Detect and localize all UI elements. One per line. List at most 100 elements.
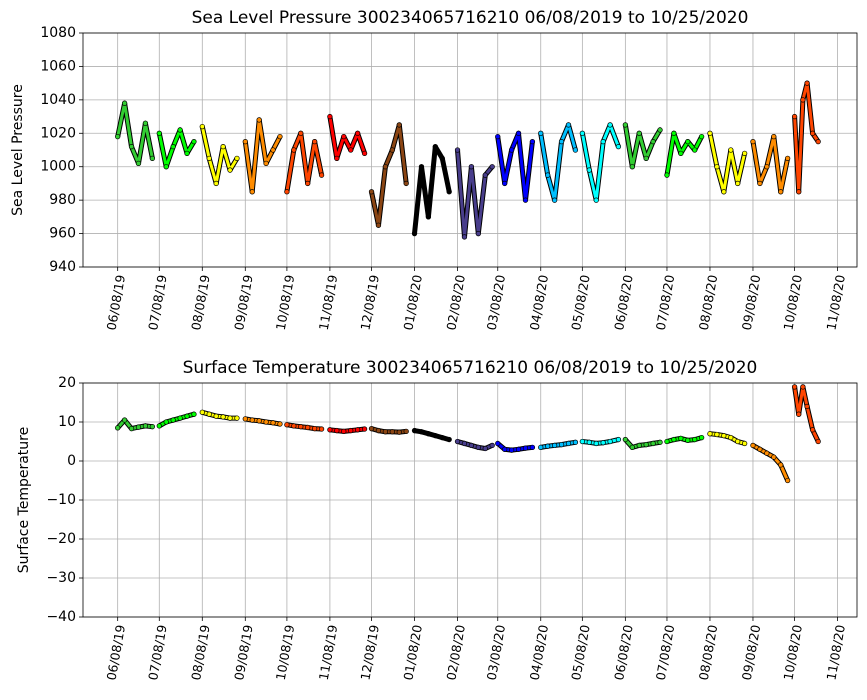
data-point: [327, 427, 333, 433]
x-tick-label: 07/08/20: [653, 273, 678, 331]
data-point: [184, 150, 190, 156]
chart-title: Sea Level Pressure 300234065716210 06/08…: [192, 8, 749, 28]
data-point: [475, 230, 481, 237]
data-point: [529, 444, 536, 451]
data-point: [170, 417, 176, 423]
data-point: [142, 423, 149, 429]
data-line: [539, 123, 577, 202]
data-point: [636, 130, 642, 136]
data-point: [607, 438, 613, 445]
y-tick-label: 1060: [40, 58, 76, 74]
y-tick-label: −40: [46, 609, 76, 625]
x-tick-label: 06/08/19: [104, 273, 129, 331]
data-point: [565, 122, 572, 128]
data-point: [163, 164, 169, 170]
y-tick-label: 0: [67, 453, 76, 469]
data-point: [425, 214, 432, 220]
data-point: [791, 113, 798, 120]
data-point: [764, 450, 770, 456]
x-tick-label: 05/08/20: [568, 623, 593, 681]
data-point: [522, 445, 529, 451]
y-axis-label: Sea Level Pressure: [10, 84, 26, 216]
data-point: [191, 411, 197, 417]
data-point: [757, 180, 763, 187]
data-point: [650, 440, 656, 447]
data-point: [489, 164, 495, 170]
data-point: [213, 180, 219, 187]
data-point: [771, 133, 777, 140]
data-point: [468, 164, 475, 170]
data-point: [482, 172, 488, 178]
x-tick-label: 09/08/19: [231, 273, 256, 331]
data-point: [227, 415, 233, 421]
data-point: [678, 435, 684, 442]
data-point: [348, 147, 354, 153]
data-point: [784, 155, 791, 162]
y-tick-label: 940: [49, 259, 76, 275]
x-tick-label: 07/08/19: [145, 273, 170, 331]
data-point: [368, 189, 375, 195]
data-point: [418, 429, 425, 435]
data-point: [714, 431, 720, 438]
data-point: [579, 130, 586, 136]
data-point: [643, 155, 649, 162]
data-point: [622, 122, 629, 128]
data-point: [461, 234, 468, 240]
data-point: [757, 446, 763, 452]
data-point: [468, 442, 475, 449]
data-point: [361, 426, 368, 432]
data-point: [411, 230, 418, 237]
data-point: [809, 427, 816, 433]
data-point: [800, 97, 806, 103]
x-tick-label: 08/08/19: [188, 273, 213, 331]
x-tick-label: 07/08/19: [145, 623, 170, 681]
data-point: [170, 144, 176, 150]
data-point: [191, 138, 197, 145]
data-point: [551, 197, 558, 203]
x-tick-label: 11/08/19: [316, 623, 341, 681]
data-point: [439, 155, 445, 162]
plot-area: [115, 80, 821, 240]
x-tick-label: 06/08/20: [611, 273, 636, 331]
data-point: [815, 438, 821, 445]
data-point: [291, 147, 297, 153]
data-point: [361, 150, 368, 156]
data-point: [115, 133, 121, 140]
data-point: [558, 441, 565, 448]
data-point: [227, 167, 233, 173]
data-point: [284, 189, 290, 195]
data-point: [538, 444, 544, 451]
data-point: [735, 180, 741, 187]
data-point: [454, 147, 461, 153]
x-tick-label: 08/08/20: [696, 273, 721, 331]
x-tick-label: 02/08/20: [443, 273, 468, 331]
data-point: [558, 138, 565, 145]
data-point: [815, 138, 821, 145]
data-point: [142, 120, 149, 126]
data-point: [375, 427, 382, 434]
x-tick-label: 04/08/20: [527, 273, 552, 331]
chart-title: Surface Temperature 300234065716210 06/0…: [183, 358, 758, 378]
data-point: [184, 413, 190, 419]
data-point: [156, 423, 162, 429]
data-point: [425, 431, 432, 437]
data-point: [341, 133, 347, 140]
data-point: [796, 189, 802, 195]
data-point: [263, 160, 269, 167]
y-tick-label: −10: [46, 492, 76, 508]
data-point: [707, 431, 713, 437]
plot-area: [115, 384, 821, 484]
data-point: [615, 144, 622, 150]
data-point: [234, 155, 240, 162]
data-point: [318, 172, 325, 178]
data-line: [496, 131, 534, 202]
data-point: [115, 425, 121, 431]
data-point: [375, 222, 382, 228]
data-point: [284, 422, 290, 428]
data-point: [778, 462, 784, 468]
data-point: [199, 409, 205, 415]
data-point: [432, 433, 438, 439]
data-point: [213, 413, 219, 419]
data-point: [750, 138, 756, 145]
data-point: [629, 444, 635, 451]
